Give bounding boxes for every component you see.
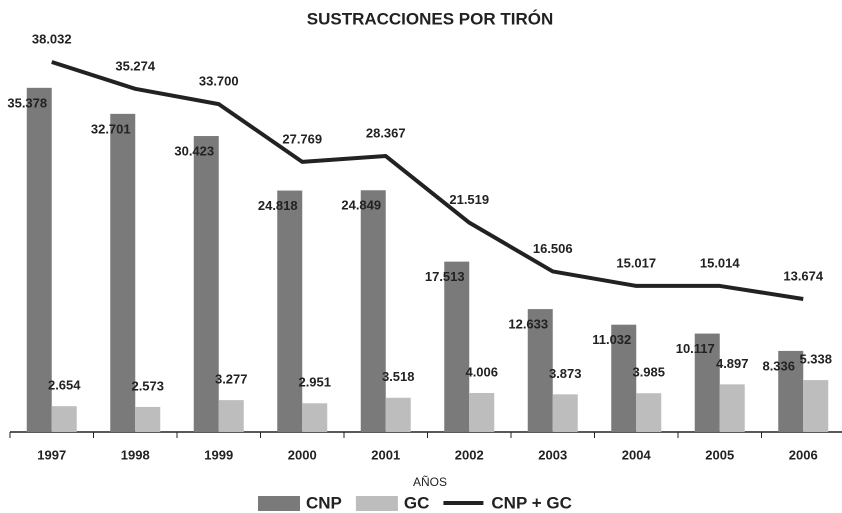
bar — [26, 87, 52, 433]
bar — [636, 393, 662, 432]
data-label: 15.014 — [700, 255, 741, 270]
x-tick-label: 2006 — [789, 447, 818, 462]
x-axis-label: AÑOS — [413, 475, 447, 489]
data-label: 24.849 — [341, 198, 381, 213]
data-label: 10.117 — [676, 341, 715, 356]
data-label: 17.513 — [425, 269, 465, 284]
x-tick-label: 2000 — [288, 447, 317, 462]
data-label: 4.897 — [716, 356, 749, 371]
bar — [611, 324, 637, 432]
data-label: 3.277 — [215, 372, 248, 387]
data-label: 2.951 — [298, 375, 331, 390]
data-label: 38.032 — [32, 31, 72, 46]
data-label: 12.633 — [508, 317, 548, 332]
data-label: 3.518 — [382, 369, 415, 384]
x-tick-label: 2001 — [371, 447, 400, 462]
legend-swatch — [355, 496, 398, 511]
bar — [778, 350, 804, 432]
data-label: 16.506 — [533, 241, 573, 256]
data-label: 24.818 — [258, 198, 298, 213]
x-tick-label: 2002 — [455, 447, 484, 462]
data-label: 28.367 — [366, 125, 406, 140]
bar — [385, 397, 411, 432]
bar — [135, 406, 161, 432]
bar — [218, 400, 244, 432]
x-tick-label: 1997 — [37, 447, 66, 462]
x-tick-label: 1999 — [204, 447, 233, 462]
data-label: 15.017 — [616, 255, 656, 270]
bar — [444, 261, 470, 432]
data-label: 35.378 — [7, 95, 47, 110]
bar — [51, 406, 77, 432]
x-tick-label: 1998 — [121, 447, 150, 462]
bar — [277, 190, 303, 432]
bar — [803, 380, 829, 432]
data-label: 11.032 — [592, 332, 631, 347]
data-label: 13.674 — [783, 268, 824, 283]
data-label: 5.338 — [799, 352, 832, 367]
bar — [302, 403, 328, 432]
data-label: 4.006 — [465, 364, 498, 379]
data-label: 3.985 — [632, 365, 665, 380]
data-label: 30.423 — [174, 143, 214, 158]
x-tick-label: 2004 — [622, 447, 652, 462]
data-label: 27.769 — [282, 131, 322, 146]
data-label: 3.873 — [549, 366, 582, 381]
data-label: 32.701 — [91, 121, 131, 136]
bar — [110, 113, 136, 432]
data-label: 35.274 — [115, 58, 156, 73]
bar — [469, 393, 495, 432]
legend-label: GC — [404, 493, 430, 512]
x-tick-label: 2005 — [705, 447, 734, 462]
bar — [527, 309, 553, 432]
x-tick-label: 2003 — [538, 447, 567, 462]
data-label: 33.700 — [199, 74, 239, 89]
data-label: 2.654 — [48, 378, 81, 393]
legend-swatch — [258, 496, 300, 511]
line — [51, 60, 804, 301]
bar — [694, 333, 720, 432]
bar — [193, 136, 219, 432]
legend-label: CNP + GC — [491, 493, 571, 512]
chart-title: SUSTRACCIONES POR TIRÓN — [307, 9, 554, 28]
bar — [719, 384, 745, 432]
data-label: 2.573 — [131, 378, 164, 393]
data-label: 8.336 — [762, 358, 795, 373]
legend-label: CNP — [306, 493, 342, 512]
bar — [360, 190, 386, 432]
data-label: 21.519 — [449, 192, 489, 207]
bar — [552, 394, 578, 432]
